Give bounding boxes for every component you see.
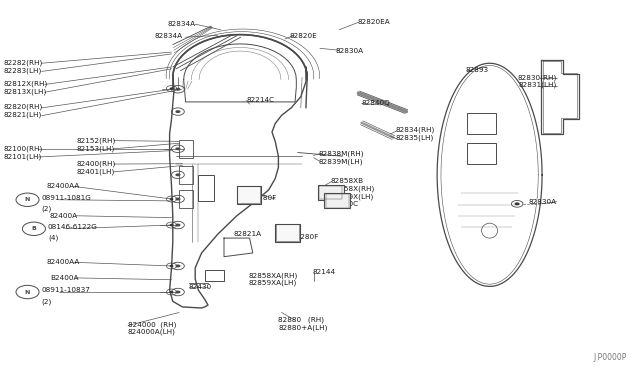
Text: (2): (2) (42, 206, 52, 212)
Circle shape (175, 198, 180, 201)
Bar (276, 224, 299, 241)
Text: N: N (25, 289, 30, 295)
Bar (179, 166, 193, 184)
Bar (179, 140, 193, 158)
Text: B2400A: B2400A (50, 275, 79, 281)
Text: 82210C: 82210C (331, 201, 359, 207)
Text: 82880+A(LH): 82880+A(LH) (278, 324, 328, 331)
Text: 82280F: 82280F (291, 234, 319, 240)
Circle shape (170, 291, 173, 293)
Text: 82880   (RH): 82880 (RH) (278, 317, 324, 323)
Text: 08911-1081G: 08911-1081G (42, 195, 92, 201)
Bar (326, 194, 349, 208)
Circle shape (175, 110, 180, 113)
Bar (205, 270, 224, 281)
Text: 82834(RH): 82834(RH) (396, 127, 435, 134)
Text: 82153(LH): 82153(LH) (77, 145, 115, 152)
Text: 82858XB: 82858XB (331, 178, 364, 184)
Text: 82813X(LH): 82813X(LH) (3, 88, 47, 95)
Bar (237, 186, 260, 203)
Text: 82282(RH): 82282(RH) (3, 59, 42, 66)
Bar (275, 224, 300, 242)
Text: 82101(LH): 82101(LH) (3, 153, 42, 160)
Text: 82834A: 82834A (167, 21, 195, 27)
Text: 82820E: 82820E (289, 33, 317, 39)
Text: 82840Q: 82840Q (362, 100, 390, 106)
Text: 82830A: 82830A (336, 48, 364, 54)
Text: 824000A(LH): 824000A(LH) (128, 329, 176, 336)
Circle shape (515, 202, 520, 205)
Text: 82400AA: 82400AA (46, 259, 79, 265)
Bar (467, 143, 496, 164)
Circle shape (175, 88, 180, 91)
Text: 82430: 82430 (189, 284, 212, 290)
Text: 82834A: 82834A (154, 33, 182, 39)
Text: 82821A: 82821A (234, 231, 262, 237)
Text: 82280F: 82280F (250, 195, 277, 201)
Bar (237, 186, 261, 204)
Text: 82859X(LH): 82859X(LH) (331, 193, 374, 200)
Circle shape (175, 264, 180, 267)
Text: 82830(RH): 82830(RH) (518, 74, 557, 81)
Text: B: B (31, 226, 36, 231)
Text: 82400(RH): 82400(RH) (77, 161, 116, 167)
Text: 82893: 82893 (466, 67, 489, 73)
Text: 82831(LH): 82831(LH) (518, 82, 557, 89)
Text: 82812X(RH): 82812X(RH) (3, 80, 47, 87)
Bar (198, 175, 214, 201)
Circle shape (175, 224, 180, 227)
Text: (2): (2) (42, 298, 52, 305)
Text: 82820(RH): 82820(RH) (3, 104, 42, 110)
Circle shape (175, 291, 180, 294)
Text: 82401(LH): 82401(LH) (77, 169, 115, 175)
Bar (318, 185, 344, 200)
Text: 82859XA(LH): 82859XA(LH) (248, 280, 296, 286)
Bar (324, 193, 350, 208)
Text: 82100(RH): 82100(RH) (3, 145, 42, 152)
Text: 82821(LH): 82821(LH) (3, 112, 42, 118)
Text: 82838M(RH): 82838M(RH) (319, 150, 364, 157)
Text: 82214C: 82214C (246, 97, 275, 103)
Text: J P0000P: J P0000P (594, 353, 627, 362)
Text: 82400AA: 82400AA (46, 183, 79, 189)
Text: 82839M(LH): 82839M(LH) (319, 158, 364, 165)
Bar (467, 113, 496, 134)
Circle shape (175, 173, 180, 176)
Text: (4): (4) (48, 235, 58, 241)
Text: 82835(LH): 82835(LH) (396, 135, 434, 141)
Text: 82400A: 82400A (50, 213, 78, 219)
Circle shape (175, 147, 180, 150)
Circle shape (170, 198, 173, 200)
Circle shape (170, 265, 173, 267)
Text: 82820EA: 82820EA (357, 19, 390, 25)
Text: 82144: 82144 (312, 269, 335, 275)
Bar (179, 190, 193, 208)
Text: 08146-6122G: 08146-6122G (48, 224, 98, 230)
Text: N: N (25, 197, 30, 202)
Circle shape (170, 87, 173, 90)
Text: 824000  (RH): 824000 (RH) (128, 321, 177, 328)
Text: 82152(RH): 82152(RH) (77, 137, 116, 144)
Text: 82830A: 82830A (529, 199, 557, 205)
Circle shape (170, 224, 173, 226)
Text: 82858X(RH): 82858X(RH) (331, 185, 375, 192)
Text: 82283(LH): 82283(LH) (3, 67, 42, 74)
Bar (319, 186, 342, 199)
Text: 08911-10837: 08911-10837 (42, 287, 90, 293)
Text: 82858XA(RH): 82858XA(RH) (248, 272, 298, 279)
